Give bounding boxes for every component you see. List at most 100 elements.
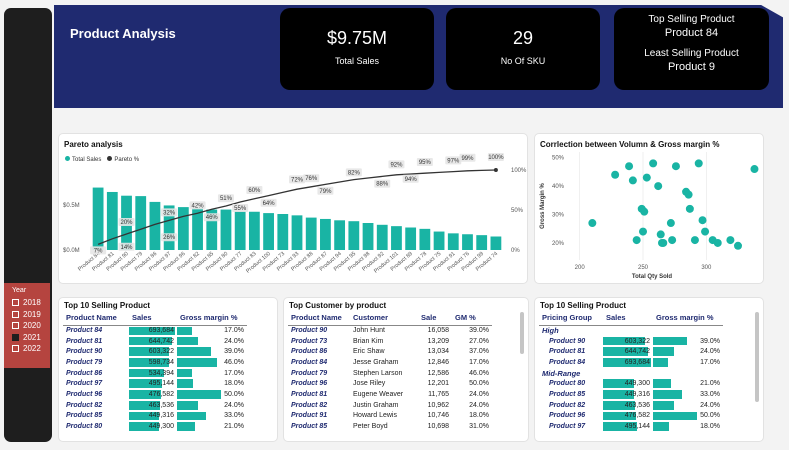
pareto-line <box>97 169 496 246</box>
group-row[interactable]: High <box>539 325 723 336</box>
table-row[interactable]: Product 85 449,316 33.0% <box>539 389 723 400</box>
y-tick-label: 50% <box>552 156 565 162</box>
year-option-2018[interactable]: 2018 <box>12 298 41 307</box>
product-name-cell: Product 97 <box>66 380 103 388</box>
checkbox-icon[interactable] <box>12 345 19 352</box>
sales-cell: 476,582 <box>603 411 653 422</box>
table-row[interactable]: Product 86 534,394 17.0% <box>63 368 247 379</box>
column-header[interactable]: Pricing Group <box>539 311 603 326</box>
checkbox-icon[interactable] <box>12 299 19 306</box>
table-row[interactable]: Product 96 476,582 50.0% <box>539 411 723 422</box>
table-row[interactable]: Product 81 644,742 24.0% <box>63 336 247 347</box>
point-label-text: 94% <box>405 177 418 183</box>
scatter-chart-card[interactable]: Corrlection between Volumn & Gross margi… <box>534 133 764 284</box>
data-bar <box>653 422 669 431</box>
table-row[interactable]: Product 84 Jesse Graham 12,846 17.0% <box>288 357 492 368</box>
gm-cell: 39.0% <box>177 346 247 357</box>
table-row[interactable]: Product 90 603,322 39.0% <box>539 336 723 347</box>
table-row[interactable]: Product 86 Eric Shaw 13,034 37.0% <box>288 346 492 357</box>
column-header[interactable]: Gross margin % <box>177 311 247 326</box>
sales-cell: 603,322 <box>129 346 177 357</box>
sales-cell: 495,144 <box>129 378 177 389</box>
table-row[interactable]: Product 79 Stephen Larson 12,586 46.0% <box>288 368 492 379</box>
pricing-group-table-card[interactable]: Top 10 Selling Product Pricing Group Sale… <box>534 297 764 442</box>
point-label-text: 60% <box>248 188 261 194</box>
table-row[interactable]: Product 97 495,144 18.0% <box>63 378 247 389</box>
top10-product-table-card[interactable]: Top 10 Selling Product Product Name Sales… <box>58 297 278 442</box>
group-row[interactable]: Mid-Range <box>539 368 723 379</box>
table-row[interactable]: Product 91 Howard Lewis 10,746 18.0% <box>288 411 492 422</box>
table-row[interactable]: Product 90 603,322 39.0% <box>63 346 247 357</box>
column-header[interactable]: Product Name <box>63 311 129 326</box>
table-row[interactable]: Product 85 449,316 33.0% <box>63 411 247 422</box>
cell-value: 463,536 <box>148 401 174 409</box>
pareto-bar <box>177 207 189 250</box>
scatter-point <box>685 204 694 213</box>
column-header[interactable]: GM % <box>452 311 492 326</box>
gm-cell: 39.0% <box>653 336 723 347</box>
gm-cell: 50.0% <box>653 411 723 422</box>
pareto-end-point <box>493 168 498 172</box>
pareto-point-label: 60% <box>246 186 263 194</box>
table-row[interactable]: Product 73 Brian Kim 13,209 27.0% <box>288 336 492 347</box>
table-row[interactable]: Product 84 693,684 17.0% <box>63 325 247 336</box>
table-row[interactable]: Product 97 495,144 18.0% <box>539 421 723 432</box>
sale-cell: 12,586 <box>427 369 449 377</box>
year-option-2019[interactable]: 2019 <box>12 310 41 319</box>
year-option-2022[interactable]: 2022 <box>12 344 41 353</box>
table-row[interactable]: Product 96 Jose Riley 12,201 50.0% <box>288 378 492 389</box>
table-row[interactable]: Product 82 463,536 24.0% <box>63 400 247 411</box>
table-row[interactable]: Product 81 644,742 24.0% <box>539 346 723 357</box>
data-bar <box>653 358 668 367</box>
gm-cell: 31.0% <box>469 423 489 431</box>
data-bar <box>129 336 172 346</box>
table3-title: Top 10 Selling Product <box>540 301 627 310</box>
column-header[interactable]: Sales <box>603 311 653 326</box>
year-option-label: 2019 <box>23 309 41 319</box>
year-option-2020[interactable]: 2020 <box>12 321 41 330</box>
point-label-bg <box>487 153 504 161</box>
column-header[interactable]: Sales <box>129 311 177 326</box>
point-label-bg <box>416 158 433 166</box>
table-row[interactable]: Product 82 463,536 24.0% <box>539 400 723 411</box>
header-row: Pricing Group Sales Gross margin % <box>539 311 723 326</box>
table2-scrollbar[interactable] <box>520 312 524 354</box>
point-label-text: 64% <box>263 201 276 207</box>
table-row[interactable]: Product 96 476,582 50.0% <box>63 389 247 400</box>
column-header[interactable]: Gross margin % <box>653 311 723 326</box>
table-row[interactable]: Product 90 John Hunt 16,058 39.0% <box>288 325 492 336</box>
data-bar <box>129 411 159 421</box>
gm-cell: 17.0% <box>177 368 247 379</box>
table-row[interactable]: Product 84 693,684 17.0% <box>539 357 723 368</box>
checkbox-icon[interactable] <box>12 333 19 341</box>
kpi-total-sales-value: $9.75M <box>326 28 388 48</box>
checkbox-icon[interactable] <box>12 322 19 329</box>
top-customer-table-card[interactable]: Top Customer by product Product Name Cust… <box>283 297 529 442</box>
scatter-point <box>713 238 722 247</box>
checkbox-icon[interactable] <box>12 310 19 318</box>
pareto-chart-card[interactable]: Pareto analysis Total Sales Pareto % $0.… <box>58 133 528 284</box>
sales-cell: 495,144 <box>603 421 653 432</box>
table-row[interactable]: Product 81 Eugene Weaver 11,765 24.0% <box>288 389 492 400</box>
column-header[interactable]: Product Name <box>288 311 350 326</box>
point-label-bg <box>459 153 476 162</box>
table-row[interactable]: Product 85 Peter Boyd 10,698 31.0% <box>288 421 492 432</box>
cell-value: 449,316 <box>624 390 650 398</box>
customer-cell: John Hunt <box>353 327 385 335</box>
kpi-top-selling-label: Top Selling Product <box>648 14 735 25</box>
data-bar <box>603 390 635 399</box>
year-option-2021[interactable]: 2021 <box>12 333 41 342</box>
column-header[interactable]: Customer <box>350 311 418 326</box>
product-name-cell: Product 81 <box>549 348 586 356</box>
pareto-point-label: 55% <box>232 204 249 212</box>
table-row[interactable]: Product 80 449,300 21.0% <box>539 378 723 389</box>
table-row[interactable]: Product 80 449,300 21.0% <box>63 421 247 432</box>
table3-scrollbar[interactable] <box>755 312 759 402</box>
data-bar <box>603 336 645 346</box>
customer-cell: Eric Shaw <box>353 348 385 356</box>
product-name-cell: Product 85 <box>549 390 586 398</box>
column-header[interactable]: Sale <box>418 311 452 326</box>
table-row[interactable]: Product 79 598,734 46.0% <box>63 357 247 368</box>
table-row[interactable]: Product 82 Justin Graham 10,962 24.0% <box>288 400 492 411</box>
